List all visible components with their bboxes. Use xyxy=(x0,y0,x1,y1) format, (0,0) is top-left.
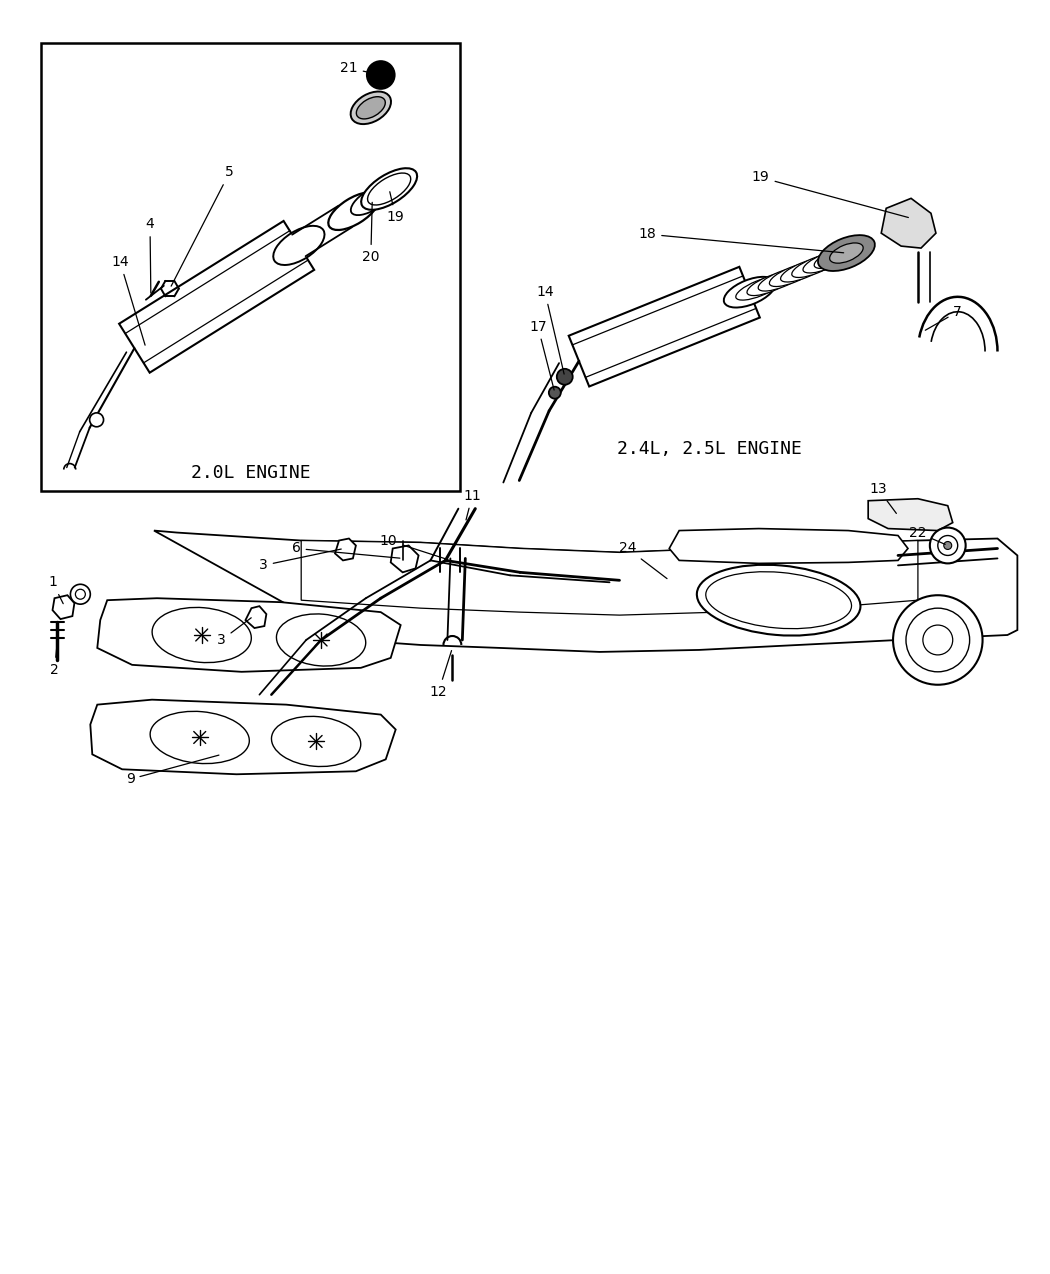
Text: 2: 2 xyxy=(50,643,59,676)
Text: 1: 1 xyxy=(48,576,63,604)
Circle shape xyxy=(76,590,85,599)
Ellipse shape xyxy=(803,250,849,273)
Text: 24: 24 xyxy=(618,541,667,578)
Polygon shape xyxy=(569,266,760,386)
Ellipse shape xyxy=(723,276,775,307)
Text: 20: 20 xyxy=(362,203,379,264)
Ellipse shape xyxy=(830,243,863,264)
Text: 14: 14 xyxy=(537,285,564,375)
Ellipse shape xyxy=(152,608,251,662)
Polygon shape xyxy=(391,545,419,572)
Ellipse shape xyxy=(758,268,804,290)
Text: 5: 5 xyxy=(171,166,234,287)
Polygon shape xyxy=(246,606,267,628)
Ellipse shape xyxy=(818,236,875,271)
Ellipse shape xyxy=(272,716,361,767)
Ellipse shape xyxy=(351,183,394,215)
Bar xyxy=(41,43,460,490)
Ellipse shape xyxy=(747,273,793,296)
Text: 21: 21 xyxy=(340,61,378,75)
Text: 10: 10 xyxy=(380,534,447,559)
Polygon shape xyxy=(301,540,918,615)
Polygon shape xyxy=(335,539,356,561)
Circle shape xyxy=(366,61,395,89)
Text: 11: 11 xyxy=(463,489,481,520)
Text: 2.4L, 2.5L ENGINE: 2.4L, 2.5L ENGINE xyxy=(616,440,801,457)
Circle shape xyxy=(556,369,572,385)
Circle shape xyxy=(944,541,951,549)
Text: 19: 19 xyxy=(752,171,908,218)
Ellipse shape xyxy=(736,276,782,301)
Polygon shape xyxy=(52,595,75,619)
Text: 12: 12 xyxy=(429,651,452,698)
Circle shape xyxy=(938,535,958,555)
Ellipse shape xyxy=(356,97,385,118)
Ellipse shape xyxy=(697,564,860,636)
Text: 17: 17 xyxy=(529,320,554,390)
Ellipse shape xyxy=(273,225,324,265)
Circle shape xyxy=(923,626,952,655)
Polygon shape xyxy=(868,498,952,530)
Ellipse shape xyxy=(276,614,365,666)
Circle shape xyxy=(89,413,104,427)
Text: 9: 9 xyxy=(126,755,219,786)
Ellipse shape xyxy=(368,173,411,205)
Text: 3: 3 xyxy=(217,618,251,647)
Circle shape xyxy=(549,387,561,399)
Ellipse shape xyxy=(150,711,249,763)
Text: 6: 6 xyxy=(292,541,400,558)
Text: 4: 4 xyxy=(146,217,154,293)
Ellipse shape xyxy=(706,572,852,628)
Polygon shape xyxy=(90,699,396,775)
Circle shape xyxy=(906,608,969,671)
Ellipse shape xyxy=(361,168,417,210)
Polygon shape xyxy=(98,599,401,671)
Polygon shape xyxy=(119,220,314,373)
Ellipse shape xyxy=(792,255,838,278)
Ellipse shape xyxy=(329,192,379,231)
Text: 14: 14 xyxy=(111,255,145,345)
Circle shape xyxy=(894,595,983,684)
Polygon shape xyxy=(881,199,936,248)
Text: 7: 7 xyxy=(925,304,962,330)
Text: 18: 18 xyxy=(638,227,843,252)
Ellipse shape xyxy=(814,245,860,269)
Ellipse shape xyxy=(770,264,816,287)
Polygon shape xyxy=(154,530,1017,652)
Circle shape xyxy=(439,549,462,572)
Polygon shape xyxy=(669,529,908,563)
Ellipse shape xyxy=(780,259,826,282)
Text: 22: 22 xyxy=(909,526,945,544)
Circle shape xyxy=(930,527,966,563)
Circle shape xyxy=(70,585,90,604)
Text: 2.0L ENGINE: 2.0L ENGINE xyxy=(191,464,310,482)
Text: 13: 13 xyxy=(869,482,897,513)
Text: 3: 3 xyxy=(259,549,341,572)
Text: 19: 19 xyxy=(386,191,404,224)
Ellipse shape xyxy=(351,92,391,124)
